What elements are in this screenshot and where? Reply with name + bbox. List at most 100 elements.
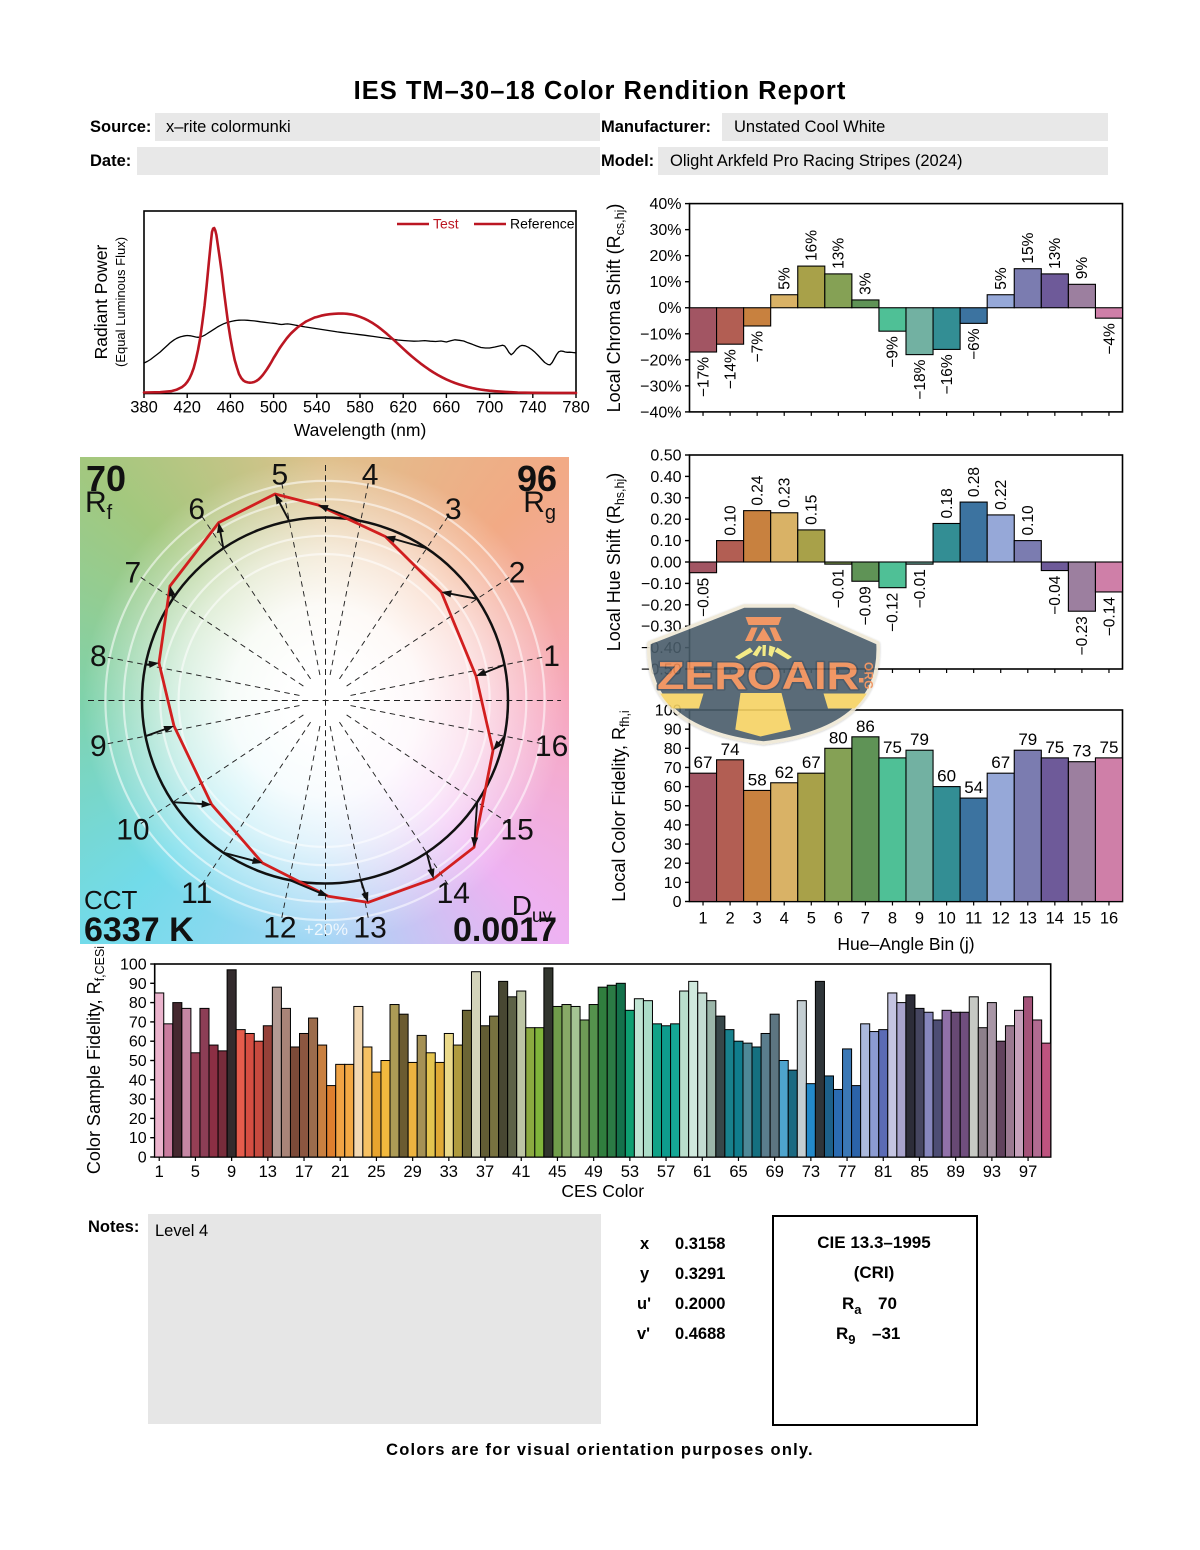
svg-text:−16%: −16% — [939, 354, 956, 394]
svg-text:69: 69 — [766, 1163, 784, 1181]
svg-text:Local Color Fidelity, Rfh,i: Local Color Fidelity, Rfh,i — [609, 710, 632, 901]
svg-text:3: 3 — [445, 493, 462, 526]
svg-text:21: 21 — [331, 1163, 349, 1181]
svg-text:−10%: −10% — [640, 326, 681, 343]
svg-text:380: 380 — [130, 399, 158, 417]
svg-text:13: 13 — [353, 912, 386, 945]
svg-text:660: 660 — [433, 399, 461, 417]
svg-text:0.30: 0.30 — [650, 490, 681, 507]
svg-text:−0.10: −0.10 — [641, 576, 682, 593]
svg-text:65: 65 — [729, 1163, 747, 1181]
svg-text:75: 75 — [1045, 738, 1064, 757]
svg-text:4: 4 — [780, 910, 789, 928]
svg-text:−6%: −6% — [966, 328, 983, 360]
svg-text:8: 8 — [90, 640, 107, 673]
svg-text:9: 9 — [227, 1163, 236, 1181]
svg-text:1: 1 — [543, 640, 560, 673]
svg-text:Color Sample Fidelity, Rf,CESi: Color Sample Fidelity, Rf,CESi — [84, 946, 107, 1174]
svg-text:50: 50 — [664, 798, 682, 815]
svg-text:30: 30 — [129, 1092, 147, 1109]
svg-text:13: 13 — [1019, 910, 1037, 928]
svg-text:5%: 5% — [776, 267, 793, 290]
svg-text:3%: 3% — [858, 272, 875, 295]
svg-text:75: 75 — [883, 738, 902, 757]
svg-text:−0.01: −0.01 — [831, 569, 848, 608]
svg-text:60: 60 — [664, 779, 682, 796]
svg-text:2: 2 — [509, 557, 526, 590]
svg-text:40%: 40% — [649, 196, 681, 213]
svg-text:97: 97 — [1019, 1163, 1037, 1181]
svg-text:70: 70 — [129, 1014, 147, 1031]
svg-text:13%: 13% — [1047, 238, 1064, 269]
svg-text:17: 17 — [295, 1163, 313, 1181]
svg-text:96: 96 — [517, 458, 557, 499]
svg-text:15%: 15% — [1020, 232, 1037, 263]
svg-text:9: 9 — [90, 730, 107, 763]
svg-text:460: 460 — [217, 399, 245, 417]
svg-text:10%: 10% — [649, 274, 681, 291]
svg-text:12: 12 — [992, 910, 1010, 928]
svg-text:54: 54 — [964, 778, 983, 797]
svg-text:0%: 0% — [658, 300, 681, 317]
svg-text:0.50: 0.50 — [650, 448, 681, 465]
svg-text:1: 1 — [698, 910, 707, 928]
svg-text:80: 80 — [829, 728, 848, 747]
svg-text:100: 100 — [120, 957, 147, 974]
svg-text:75: 75 — [1100, 738, 1119, 757]
svg-text:90: 90 — [664, 722, 682, 739]
svg-text:40: 40 — [129, 1072, 147, 1089]
svg-text:67: 67 — [694, 753, 713, 772]
svg-text:13%: 13% — [831, 238, 848, 269]
svg-text:Wavelength (nm): Wavelength (nm) — [294, 420, 427, 440]
svg-text:11: 11 — [965, 910, 982, 928]
svg-text:5: 5 — [807, 910, 816, 928]
svg-text:40: 40 — [664, 817, 682, 834]
svg-text:1: 1 — [155, 1163, 164, 1181]
svg-text:0: 0 — [673, 894, 682, 911]
svg-text:0.0017: 0.0017 — [453, 911, 557, 949]
svg-text:20%: 20% — [649, 248, 681, 265]
svg-text:58: 58 — [748, 770, 767, 789]
svg-text:67: 67 — [802, 753, 821, 772]
svg-text:5%: 5% — [993, 267, 1010, 290]
svg-text:15: 15 — [500, 813, 533, 846]
svg-text:57: 57 — [657, 1163, 675, 1181]
svg-text:4: 4 — [362, 458, 379, 491]
svg-text:0.22: 0.22 — [993, 480, 1010, 510]
svg-text:5: 5 — [272, 458, 289, 491]
svg-text:−0.14: −0.14 — [1101, 597, 1118, 637]
svg-text:0.18: 0.18 — [939, 488, 956, 518]
svg-text:−30%: −30% — [640, 378, 681, 395]
svg-text:+20%: +20% — [304, 920, 348, 939]
svg-text:7: 7 — [125, 557, 142, 590]
svg-text:81: 81 — [874, 1163, 892, 1181]
svg-text:Radiant Power: Radiant Power — [91, 244, 111, 359]
svg-text:12: 12 — [263, 912, 296, 945]
svg-text:−7%: −7% — [749, 331, 766, 363]
svg-text:−0.01: −0.01 — [912, 569, 929, 608]
svg-text:11: 11 — [181, 877, 212, 910]
svg-text:61: 61 — [693, 1163, 711, 1181]
svg-text:93: 93 — [983, 1163, 1001, 1181]
svg-text:−0.09: −0.09 — [858, 586, 875, 625]
svg-text:ORG: ORG — [862, 662, 874, 690]
svg-text:20: 20 — [129, 1111, 147, 1128]
svg-text:77: 77 — [838, 1163, 856, 1181]
svg-text:0.10: 0.10 — [722, 505, 739, 536]
svg-text:70: 70 — [86, 458, 126, 499]
svg-text:2: 2 — [726, 910, 735, 928]
svg-text:(Equal Luminous Flux): (Equal Luminous Flux) — [113, 237, 128, 367]
svg-text:10: 10 — [116, 813, 149, 846]
svg-text:25: 25 — [367, 1163, 385, 1181]
svg-text:37: 37 — [476, 1163, 494, 1181]
svg-text:0.00: 0.00 — [650, 555, 681, 572]
svg-text:0.24: 0.24 — [749, 475, 766, 506]
svg-text:9: 9 — [915, 910, 924, 928]
svg-text:500: 500 — [260, 399, 288, 417]
svg-text:60: 60 — [937, 767, 956, 786]
svg-text:29: 29 — [403, 1163, 421, 1181]
svg-text:70: 70 — [664, 760, 682, 777]
svg-text:85: 85 — [910, 1163, 928, 1181]
svg-text:0.40: 0.40 — [650, 469, 681, 486]
svg-text:14: 14 — [437, 877, 470, 910]
